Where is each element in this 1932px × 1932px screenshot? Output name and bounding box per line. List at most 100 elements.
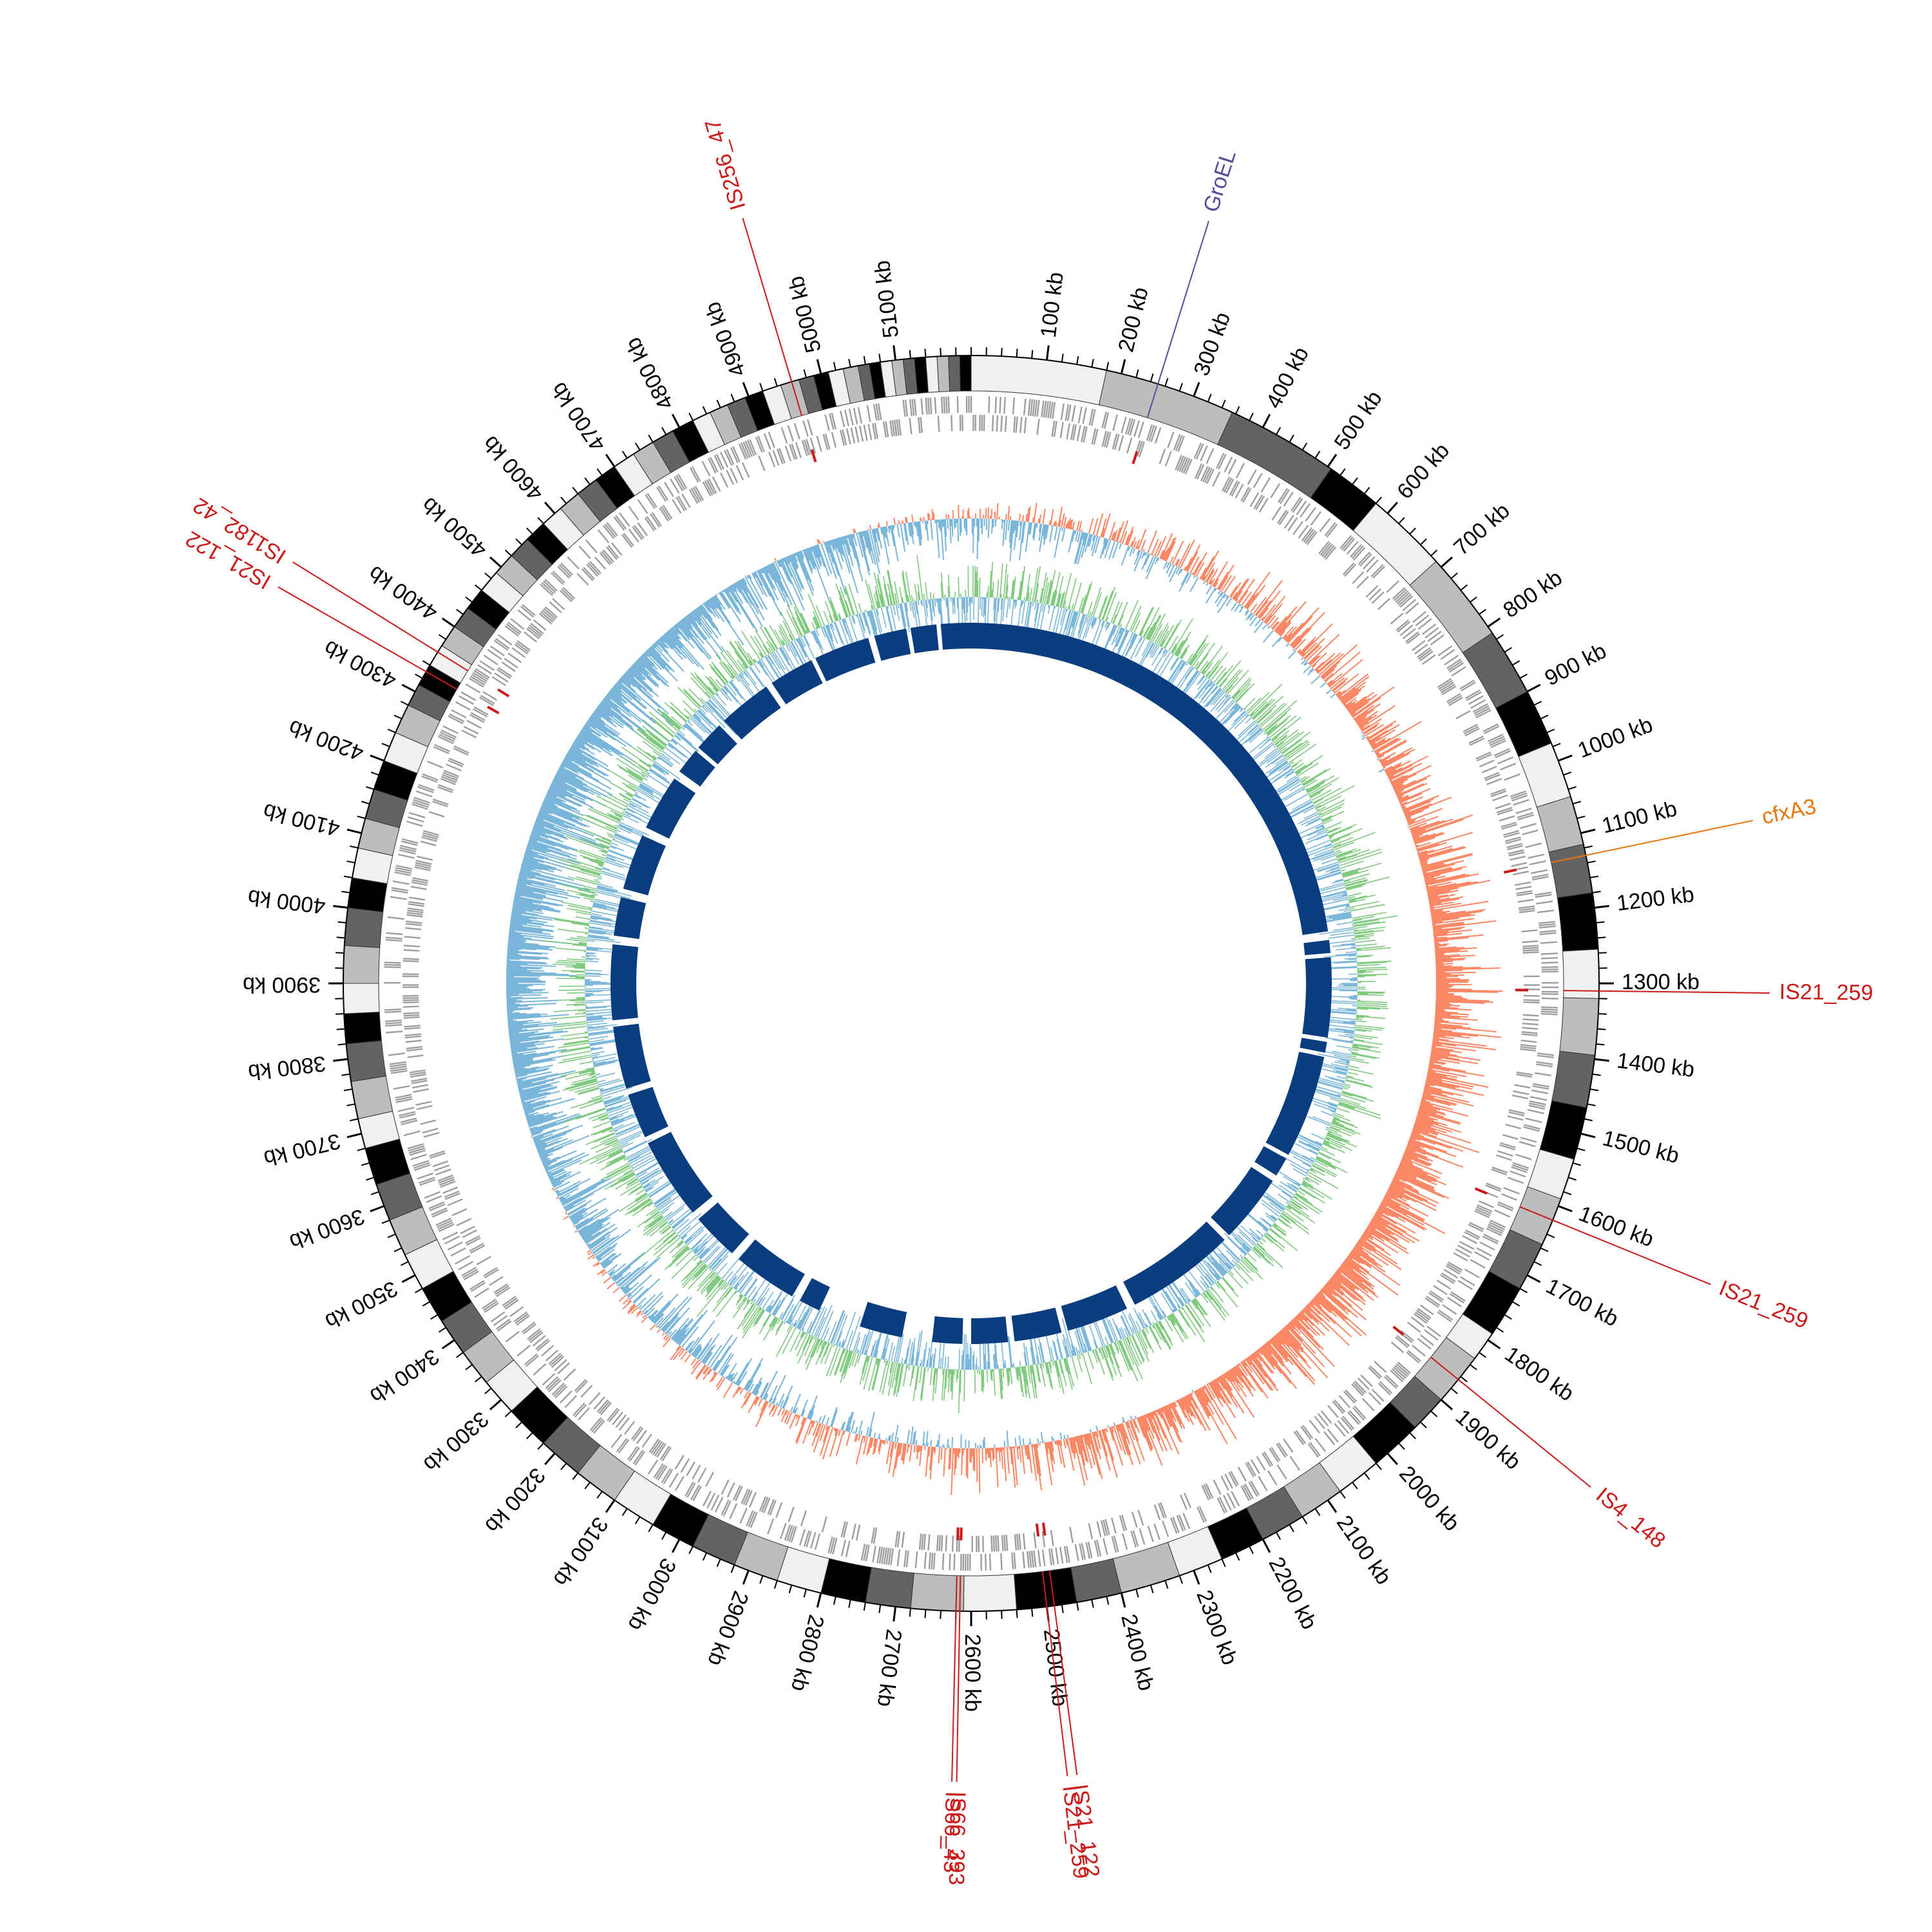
gc-skew-bar <box>1397 1166 1432 1182</box>
gc-content-bar <box>1332 831 1376 849</box>
gene <box>384 961 401 964</box>
gene <box>928 1552 931 1569</box>
gc-skew-bar <box>1366 720 1397 740</box>
gene <box>470 712 486 721</box>
gc-skew-bar <box>552 1171 582 1186</box>
gc-content-bar <box>1199 660 1209 672</box>
gene <box>549 1354 563 1367</box>
gene <box>460 1226 475 1235</box>
gc-skew-bar <box>1321 1289 1346 1311</box>
gc-skew-bar <box>866 1426 869 1437</box>
gc-skew-bar <box>730 585 735 592</box>
gc-skew-bar <box>509 931 554 938</box>
gene <box>442 725 459 735</box>
gc-skew-bar <box>1379 1204 1427 1231</box>
gc-content-track <box>542 555 1397 1414</box>
gc-skew-bar <box>1014 1437 1017 1446</box>
gc-skew-bar <box>731 584 744 604</box>
gc-content-bar <box>1027 601 1032 629</box>
gene <box>1479 1200 1495 1209</box>
gc-content-bar <box>1325 867 1340 873</box>
gc-skew-bar <box>567 1200 592 1215</box>
gc-skew-bar <box>581 728 620 755</box>
gc-skew-bar <box>1281 1329 1303 1353</box>
gc-skew-bar <box>1092 1432 1099 1453</box>
gc-skew-bar <box>1271 621 1279 629</box>
minor-tick <box>702 406 708 415</box>
gc-skew-bar <box>507 950 548 954</box>
gc-skew-bar <box>577 734 594 746</box>
gc-skew-bar <box>702 1366 709 1374</box>
gene <box>958 1535 960 1552</box>
gc-skew-bar <box>1189 577 1199 592</box>
gc-skew-bar <box>1312 1298 1321 1305</box>
gc-skew-bar <box>1337 673 1369 698</box>
gc-skew-bar <box>1340 681 1367 702</box>
gc-skew-bar <box>1217 1377 1226 1390</box>
gc-skew-bar <box>512 907 544 914</box>
gene <box>1460 1276 1475 1287</box>
gc-skew-bar <box>1032 522 1036 538</box>
gc-content-bar <box>1090 616 1095 626</box>
gc-content-bar <box>1343 873 1370 882</box>
gene <box>871 1527 876 1544</box>
gc-skew-bar <box>1428 896 1464 904</box>
gc-skew-bar <box>547 1171 551 1175</box>
minor-tick <box>940 348 942 357</box>
gc-skew-bar <box>699 1333 720 1361</box>
gc-skew-bar <box>1274 1334 1316 1381</box>
gc-content-bar <box>1271 727 1287 741</box>
gc-skew-bar <box>632 1287 649 1303</box>
gc-skew-bar <box>1018 521 1025 561</box>
gc-skew-bar <box>1412 1127 1429 1134</box>
gene <box>1538 920 1556 925</box>
gc-content-bar <box>1329 960 1358 963</box>
gc-skew-bar <box>723 1382 734 1398</box>
gc-skew-bar <box>1336 692 1341 697</box>
gene <box>755 436 763 453</box>
gc-skew-bar <box>1216 593 1226 607</box>
gene <box>1523 1126 1540 1132</box>
gc-skew-bar <box>834 1428 838 1436</box>
minor-tick <box>572 487 579 495</box>
gc-skew-bar <box>629 668 654 691</box>
gene <box>1216 453 1225 469</box>
gc-skew-bar <box>540 1156 548 1160</box>
gc-skew-bar <box>1037 1438 1039 1444</box>
gene <box>408 901 425 905</box>
gene <box>615 1414 627 1428</box>
gc-skew-bar <box>1433 926 1465 932</box>
gc-skew-bar <box>1374 737 1398 752</box>
gene <box>850 427 856 444</box>
gc-content-bar <box>1342 871 1359 877</box>
gc-skew-bar <box>560 763 580 775</box>
gc-content-bar <box>1327 912 1352 918</box>
gc-skew-bar <box>569 1208 587 1219</box>
gc-skew-bar <box>507 1008 531 1011</box>
gene <box>1511 862 1528 867</box>
gc-skew-bar <box>1092 518 1099 535</box>
gc-skew-bar <box>529 1114 567 1128</box>
gc-skew-bar <box>1401 806 1406 809</box>
gc-skew-bar <box>621 1256 661 1292</box>
gene <box>863 424 868 441</box>
gc-content-bar <box>1223 669 1243 692</box>
gene <box>1071 405 1076 422</box>
gc-skew-bar <box>1375 1211 1397 1225</box>
gc-skew-bar <box>1082 532 1086 540</box>
gc-skew-bar <box>911 515 914 522</box>
gc-skew-bar <box>1188 1394 1192 1401</box>
gene <box>1229 480 1238 496</box>
gc-skew-bar <box>791 554 799 569</box>
tick-label: 600 kb <box>1392 439 1454 504</box>
gc-skew-bar <box>808 1405 815 1420</box>
gene <box>1535 1063 1553 1068</box>
gc-skew-bar <box>1027 506 1031 522</box>
gc-skew-bar <box>587 1243 591 1247</box>
gc-skew-bar <box>1422 863 1455 873</box>
gene <box>724 450 733 466</box>
gc-skew-bar <box>627 1274 652 1298</box>
gc-skew-bar <box>1399 1163 1437 1180</box>
gene <box>1468 1222 1484 1231</box>
gc-skew-bar <box>1351 1249 1361 1257</box>
